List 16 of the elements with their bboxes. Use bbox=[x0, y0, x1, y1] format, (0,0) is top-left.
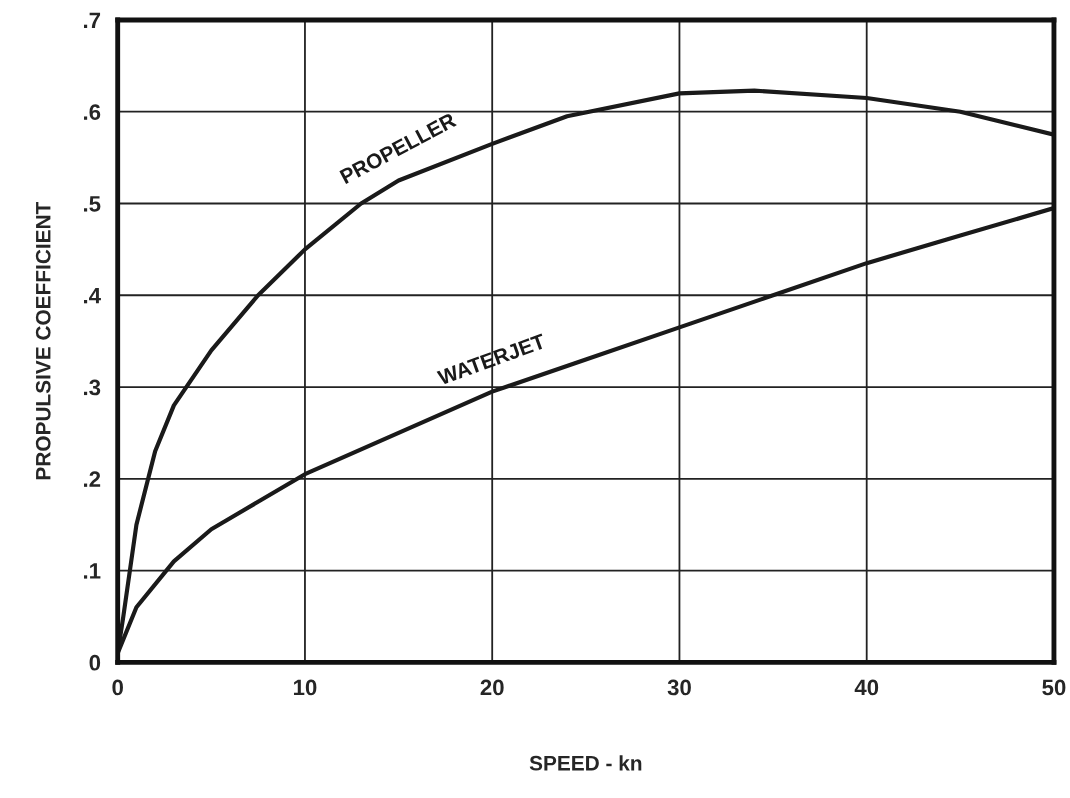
y-tick-label: .1 bbox=[84, 563, 101, 579]
y-tick-label: .7 bbox=[84, 12, 101, 28]
y-axis-title: PROPULSIVE COEFFICIENT bbox=[35, 201, 51, 480]
x-tick-label: 20 bbox=[480, 679, 504, 696]
x-tick-label: 10 bbox=[293, 679, 317, 696]
y-tick-label: 0 bbox=[89, 654, 101, 671]
y-tick-label: .5 bbox=[84, 196, 101, 212]
x-axis-title: SPEED - kn bbox=[529, 755, 642, 771]
y-tick-label: .6 bbox=[84, 104, 101, 120]
y-tick-label: .3 bbox=[84, 379, 101, 396]
x-tick-label: 50 bbox=[1042, 679, 1066, 696]
y-tick-label: .4 bbox=[84, 288, 101, 304]
x-tick-label: 40 bbox=[854, 679, 879, 696]
y-tick-label: .2 bbox=[84, 471, 101, 487]
x-tick-label: 30 bbox=[667, 679, 691, 696]
x-tick-label: 0 bbox=[112, 679, 123, 696]
